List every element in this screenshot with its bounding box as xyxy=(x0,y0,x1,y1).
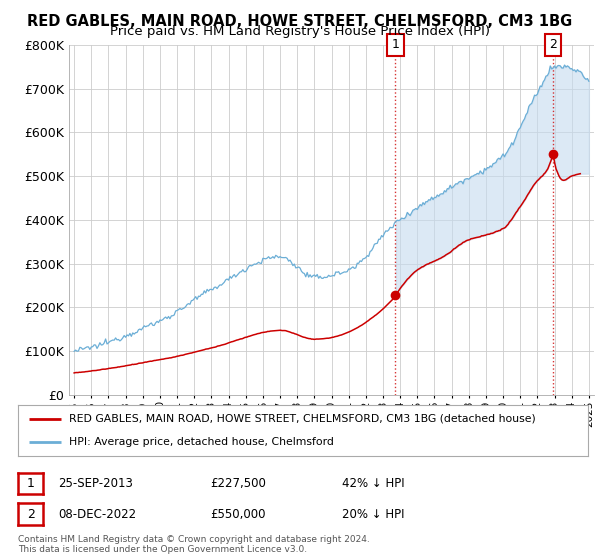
Text: Price paid vs. HM Land Registry's House Price Index (HPI): Price paid vs. HM Land Registry's House … xyxy=(110,25,490,38)
Text: 25-SEP-2013: 25-SEP-2013 xyxy=(58,477,133,491)
Text: 1: 1 xyxy=(392,38,400,52)
Text: RED GABLES, MAIN ROAD, HOWE STREET, CHELMSFORD, CM3 1BG (detached house): RED GABLES, MAIN ROAD, HOWE STREET, CHEL… xyxy=(70,414,536,424)
Text: 08-DEC-2022: 08-DEC-2022 xyxy=(58,507,136,521)
Text: £227,500: £227,500 xyxy=(210,477,266,491)
Text: This data is licensed under the Open Government Licence v3.0.: This data is licensed under the Open Gov… xyxy=(18,545,307,554)
Text: Contains HM Land Registry data © Crown copyright and database right 2024.: Contains HM Land Registry data © Crown c… xyxy=(18,535,370,544)
Text: £550,000: £550,000 xyxy=(210,507,265,521)
Text: 2: 2 xyxy=(26,507,35,521)
Text: 42% ↓ HPI: 42% ↓ HPI xyxy=(342,477,404,491)
Text: 1: 1 xyxy=(26,477,35,491)
Text: 2: 2 xyxy=(549,38,557,52)
Text: RED GABLES, MAIN ROAD, HOWE STREET, CHELMSFORD, CM3 1BG: RED GABLES, MAIN ROAD, HOWE STREET, CHEL… xyxy=(28,14,572,29)
Text: HPI: Average price, detached house, Chelmsford: HPI: Average price, detached house, Chel… xyxy=(70,437,334,447)
Text: 20% ↓ HPI: 20% ↓ HPI xyxy=(342,507,404,521)
